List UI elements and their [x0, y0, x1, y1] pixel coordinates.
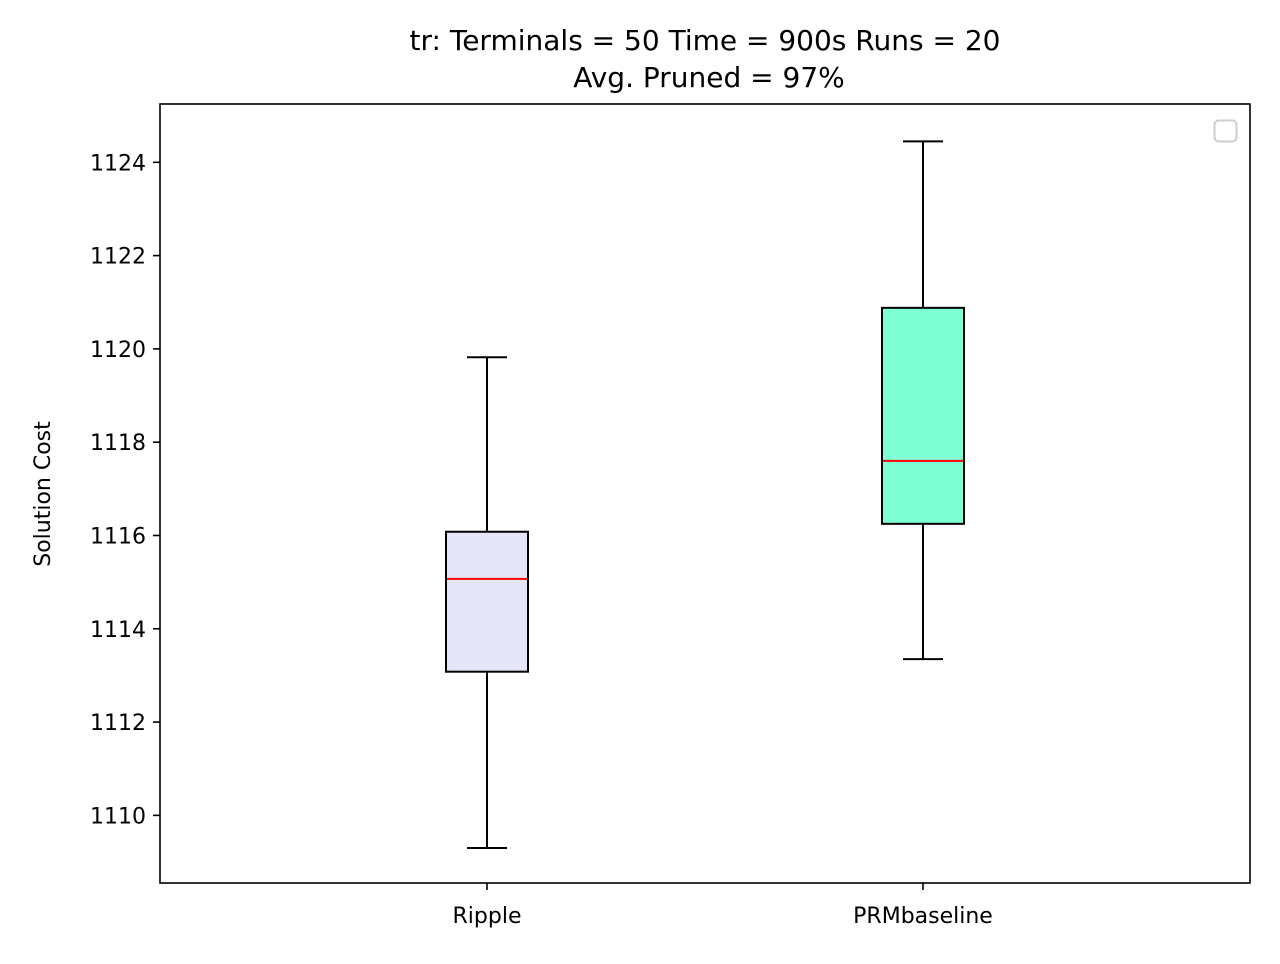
y-tick-label: 1110 [90, 804, 146, 829]
y-tick-label: 1112 [90, 711, 146, 736]
prmbaseline-box [881, 306, 965, 525]
y-tick-label: 1118 [90, 431, 146, 456]
plot-frame [159, 103, 1251, 884]
y-tick-label: 1114 [90, 618, 146, 643]
y-tick-label: 1124 [90, 151, 146, 176]
x-tick-label: PRMbaseline [853, 904, 993, 929]
y-axis-label: Solution Cost [31, 421, 56, 567]
x-tick-label: Ripple [453, 904, 522, 929]
ripple-box [445, 530, 529, 673]
y-tick-label: 1116 [90, 524, 146, 549]
plot-area: 1110 1112 1114 1116 1118 1120 1122 1124 Ripple PR… [90, 140, 993, 929]
chart-title-line-1: tr: Terminals = 50 Time = 900s Runs = 20 [410, 24, 1001, 57]
chart-title-line-2: Avg. Pruned = 97% [573, 61, 845, 94]
y-tick-label: 1122 [90, 245, 146, 270]
legend-frame [1213, 119, 1238, 143]
y-tick-label: 1120 [90, 338, 146, 363]
legend-box [1213, 119, 1238, 143]
